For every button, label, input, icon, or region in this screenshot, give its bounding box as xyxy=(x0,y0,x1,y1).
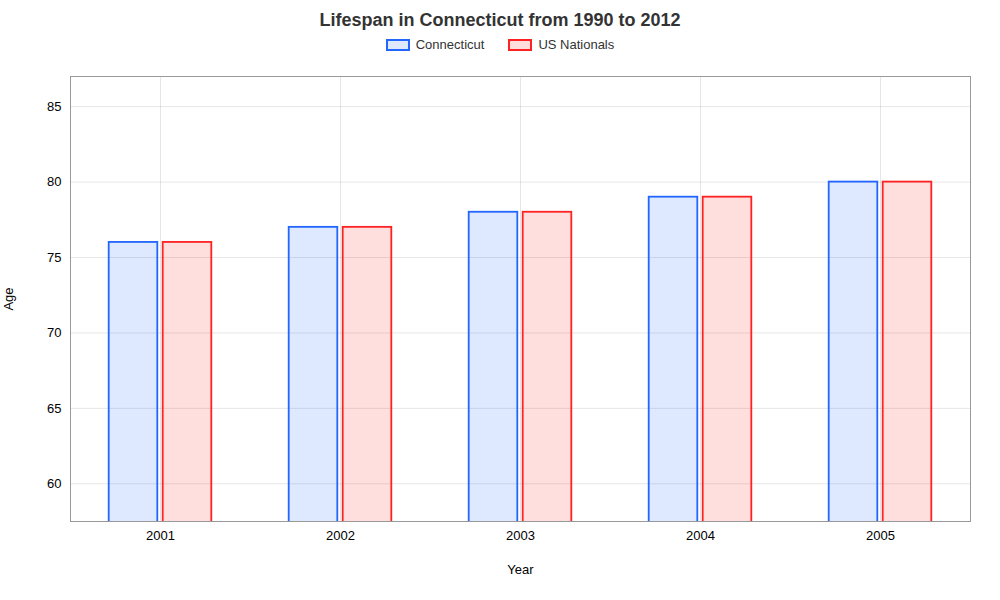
svg-text:85: 85 xyxy=(47,99,61,114)
html-text:Lifespan in Connecticut from 1: Lifespan in Connecticut from 1990 to 201… xyxy=(319,10,681,30)
svg-text:70: 70 xyxy=(47,325,61,340)
svg-text:2004: 2004 xyxy=(686,528,715,543)
svg-text:60: 60 xyxy=(47,476,61,491)
html-text:Connecticut: Connecticut xyxy=(415,37,485,52)
svg-text:75: 75 xyxy=(47,250,61,265)
svg-text:2003: 2003 xyxy=(506,528,535,543)
svg-text:Year: Year xyxy=(507,562,534,577)
svg-text:2001: 2001 xyxy=(146,528,175,543)
svg-text:2002: 2002 xyxy=(326,528,355,543)
svg-text:65: 65 xyxy=(47,401,61,416)
svg-text:2005: 2005 xyxy=(866,528,895,543)
html-text:US Nationals: US Nationals xyxy=(538,37,615,52)
svg-text:80: 80 xyxy=(47,174,61,189)
svg-text:Age: Age xyxy=(1,287,16,310)
